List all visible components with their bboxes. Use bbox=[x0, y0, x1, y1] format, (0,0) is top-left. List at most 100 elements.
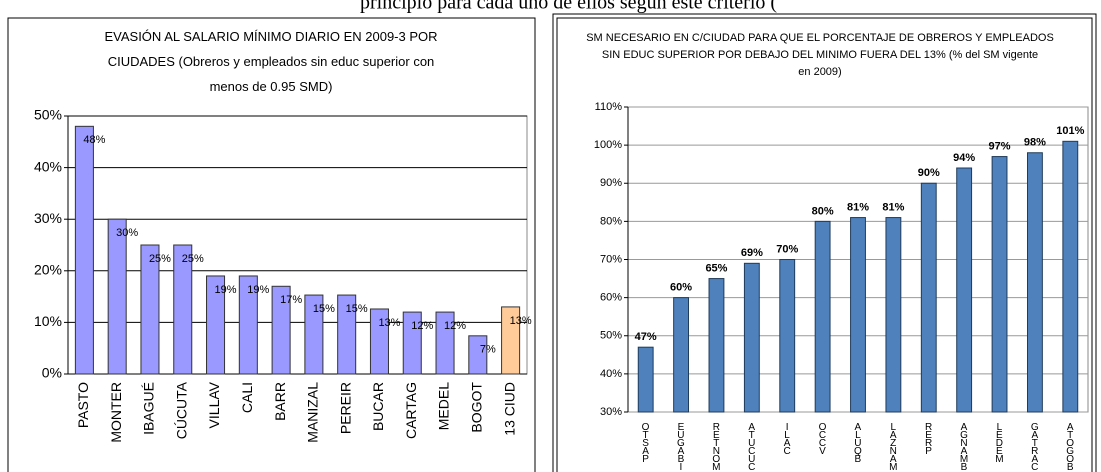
y-tick-label: 100% bbox=[594, 139, 622, 151]
x-tick-label: MANIZAL bbox=[305, 382, 321, 443]
header-text: principio para cada uno de ellos según e… bbox=[360, 0, 777, 14]
data-label: 98% bbox=[1024, 137, 1046, 149]
bar bbox=[743, 262, 760, 413]
y-tick-label: 30% bbox=[34, 210, 62, 226]
data-label: 48% bbox=[83, 134, 105, 146]
x-tick-label: VILLAV bbox=[206, 381, 222, 428]
y-tick-label: 0% bbox=[42, 365, 62, 381]
x-tick-label: BOGOT bbox=[469, 382, 485, 433]
bar bbox=[956, 167, 973, 413]
bar bbox=[850, 217, 866, 413]
y-tick-label: 50% bbox=[600, 330, 622, 342]
bar bbox=[337, 294, 357, 375]
data-label: 81% bbox=[882, 201, 904, 213]
data-label: 65% bbox=[705, 262, 727, 274]
data-label: 94% bbox=[953, 152, 975, 164]
data-label: 81% bbox=[847, 201, 869, 213]
data-label: 15% bbox=[313, 303, 335, 315]
x-tick-label: OCCV bbox=[817, 422, 828, 454]
y-tick-label: 60% bbox=[600, 292, 622, 304]
bar bbox=[304, 294, 324, 375]
data-label: 7% bbox=[480, 344, 496, 356]
x-tick-label: BARR bbox=[272, 382, 288, 421]
x-tick-label: ATUCUC bbox=[746, 422, 757, 470]
chart-title: EVASIÓN AL SALARIO MÍNIMO DIARIO EN 2009… bbox=[104, 29, 437, 94]
bar bbox=[173, 244, 193, 375]
data-label: 13% bbox=[378, 317, 400, 329]
x-tick-label: LEDEM bbox=[994, 422, 1005, 462]
y-tick-label: 10% bbox=[34, 313, 62, 329]
data-label: 25% bbox=[182, 253, 204, 265]
y-tick-label: 70% bbox=[600, 253, 622, 265]
y-tick-label: 40% bbox=[34, 158, 62, 174]
bar bbox=[501, 306, 521, 375]
x-tick-label: CALI bbox=[239, 382, 255, 413]
data-label: 25% bbox=[149, 253, 171, 265]
plot-area bbox=[67, 115, 528, 375]
bar bbox=[637, 346, 654, 413]
x-tick-label: EUGABI bbox=[675, 422, 686, 470]
bar bbox=[673, 297, 690, 413]
x-tick-label: OTSAP bbox=[640, 422, 651, 462]
bar bbox=[814, 220, 831, 413]
bar bbox=[402, 311, 422, 375]
bar bbox=[74, 125, 94, 375]
x-tick-label: GATRAC bbox=[1029, 422, 1040, 470]
data-label: 101% bbox=[1056, 125, 1084, 137]
bar bbox=[206, 275, 226, 375]
x-tick-label: RERP bbox=[923, 422, 934, 454]
data-label: 13% bbox=[510, 315, 532, 327]
y-tick-label: 50% bbox=[34, 107, 62, 123]
data-label: 12% bbox=[411, 320, 433, 332]
data-label: 60% bbox=[670, 282, 692, 294]
x-tick-label: LAZNAM bbox=[888, 422, 899, 470]
bar bbox=[708, 278, 725, 413]
bar bbox=[468, 335, 488, 375]
bar bbox=[920, 182, 937, 413]
x-tick-label: BUCAR bbox=[370, 382, 386, 431]
bar bbox=[1026, 152, 1043, 413]
x-tick-label: ALUQB bbox=[852, 422, 863, 462]
x-tick-label: IBAGUÉ bbox=[141, 382, 157, 435]
data-label: 70% bbox=[776, 243, 798, 255]
y-tick-label: 20% bbox=[34, 262, 62, 278]
data-label: 97% bbox=[989, 140, 1011, 152]
y-tick-label: 80% bbox=[600, 215, 622, 227]
x-tick-label: PEREIR bbox=[337, 382, 353, 434]
data-label: 90% bbox=[918, 167, 940, 179]
x-tick-label: CARTAG bbox=[403, 382, 419, 439]
bar bbox=[140, 244, 160, 375]
bar bbox=[107, 218, 127, 375]
x-tick-label: ATOGOB bbox=[1065, 422, 1076, 470]
x-tick-label: PASTO bbox=[75, 382, 91, 428]
bar bbox=[991, 156, 1008, 413]
data-label: 80% bbox=[812, 205, 834, 217]
bar bbox=[885, 217, 902, 413]
bar bbox=[238, 275, 258, 375]
y-tick-label: 30% bbox=[600, 406, 622, 418]
data-label: 19% bbox=[247, 284, 269, 296]
data-label: 47% bbox=[635, 331, 657, 343]
y-tick-label: 110% bbox=[595, 101, 623, 113]
x-tick-label: CÚCUTA bbox=[173, 381, 189, 439]
bar bbox=[271, 285, 291, 375]
x-tick-label: ILAC bbox=[782, 422, 793, 454]
x-tick-label: 13 CIUD bbox=[501, 382, 517, 436]
data-label: 15% bbox=[346, 303, 368, 315]
chart-title: SM NECESARIO EN C/CIUDAD PARA QUE EL POR… bbox=[586, 32, 1054, 78]
bar bbox=[369, 308, 389, 375]
data-label: 19% bbox=[215, 284, 237, 296]
x-tick-label: RETNOM bbox=[711, 422, 722, 470]
data-label: 30% bbox=[116, 227, 138, 239]
data-label: 69% bbox=[741, 247, 763, 259]
bar bbox=[779, 259, 796, 413]
data-label: 17% bbox=[280, 294, 302, 306]
data-label: 12% bbox=[444, 320, 466, 332]
y-tick-label: 90% bbox=[600, 177, 622, 189]
y-tick-label: 40% bbox=[600, 368, 622, 380]
x-tick-label: MONTER bbox=[108, 382, 124, 443]
bar bbox=[435, 311, 455, 375]
bar bbox=[1062, 140, 1079, 413]
